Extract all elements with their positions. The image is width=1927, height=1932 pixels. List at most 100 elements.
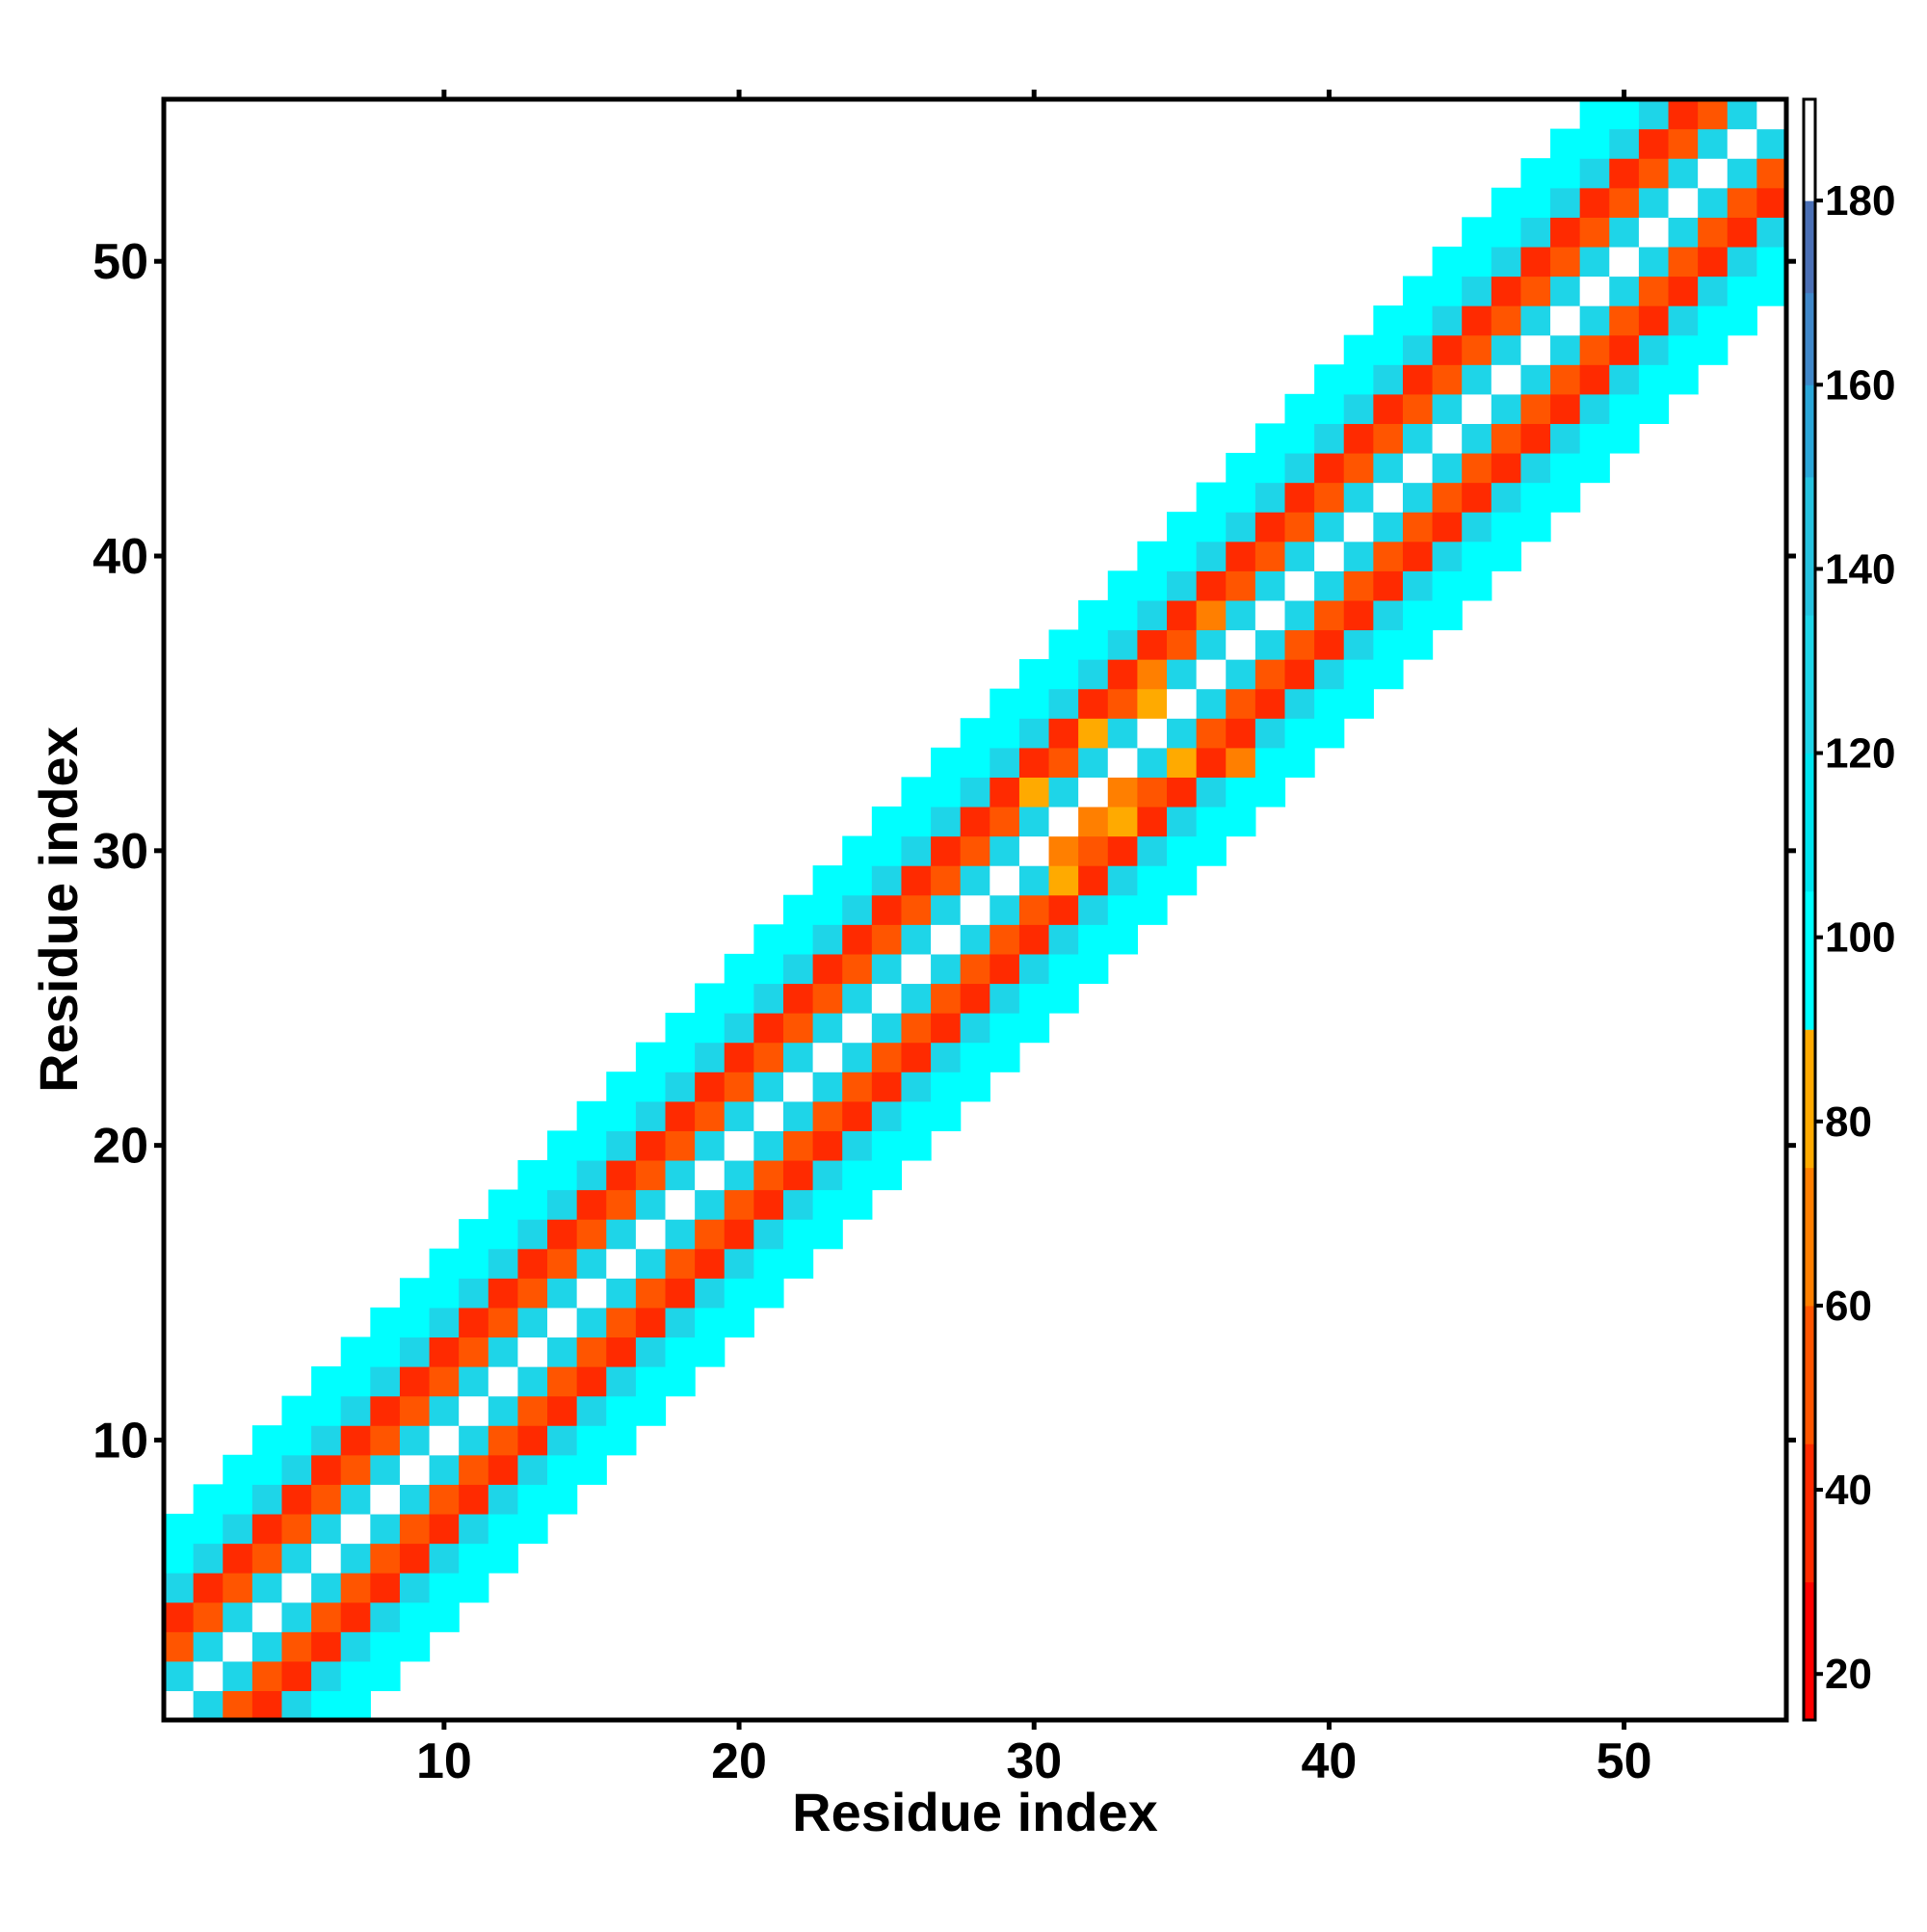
heatmap-cell — [1018, 777, 1050, 807]
heatmap-cell — [547, 1425, 578, 1456]
heatmap-cell — [1254, 747, 1286, 778]
heatmap-cell — [311, 1395, 342, 1426]
heatmap-cell — [931, 1042, 962, 1072]
heatmap-cell — [1196, 629, 1227, 660]
heatmap-cell — [1727, 187, 1757, 218]
heatmap-cell — [1018, 1013, 1050, 1044]
colorbar-tick-label: 20 — [1825, 1651, 1872, 1698]
heatmap-cell — [695, 1100, 726, 1131]
heatmap-cell — [990, 806, 1020, 837]
heatmap-cell — [1078, 924, 1109, 955]
heatmap-cell — [281, 1454, 312, 1485]
heatmap-cell — [1432, 393, 1463, 424]
heatmap-cell — [1491, 423, 1522, 454]
heatmap-cell — [724, 1013, 754, 1044]
heatmap-cell — [311, 1631, 342, 1662]
heatmap-cell — [1520, 276, 1551, 306]
heatmap-cell — [1048, 718, 1079, 749]
heatmap-cell — [606, 1248, 637, 1279]
heatmap-cell — [1167, 570, 1198, 601]
colorbar-segment — [1804, 890, 1815, 1030]
heatmap-cell — [1520, 187, 1551, 218]
heatmap-cell — [340, 1631, 371, 1662]
heatmap-cell — [1462, 364, 1492, 395]
heatmap-cell — [1254, 570, 1286, 601]
heatmap-cell — [1343, 688, 1374, 719]
colorbar-tick-label: 60 — [1825, 1283, 1872, 1330]
heatmap-cell — [1550, 276, 1581, 306]
heatmap-cell — [1226, 806, 1256, 837]
heatmap-cell — [429, 1425, 460, 1456]
heatmap-cell — [1196, 541, 1227, 571]
heatmap-cell — [164, 1690, 195, 1721]
heatmap-cell — [1284, 570, 1315, 601]
heatmap-cell — [1520, 482, 1551, 513]
heatmap-cell — [370, 1543, 401, 1574]
heatmap-cell — [517, 1484, 548, 1515]
heatmap-cell — [1462, 541, 1492, 571]
heatmap-cell — [459, 1248, 489, 1279]
y-tick-label: 10 — [92, 1413, 148, 1469]
heatmap-cell — [251, 1690, 283, 1721]
y-tick-label: 50 — [92, 234, 148, 290]
heatmap-cell — [1226, 452, 1256, 484]
heatmap-cell — [695, 1072, 726, 1102]
heatmap-cell — [1432, 423, 1463, 454]
heatmap-cell — [576, 1219, 607, 1250]
heatmap-cell — [429, 1573, 460, 1603]
heatmap-cell — [871, 806, 903, 837]
heatmap-cell — [1078, 747, 1109, 778]
heatmap-cell — [1343, 512, 1374, 543]
heatmap-cell — [1609, 99, 1640, 130]
heatmap-cell — [1254, 482, 1286, 513]
heatmap-cell — [488, 1425, 519, 1456]
heatmap-cell — [1698, 246, 1729, 278]
heatmap-cell — [724, 953, 754, 985]
heatmap-cell — [695, 1337, 726, 1367]
heatmap-cell — [1462, 570, 1492, 601]
heatmap-cell — [1579, 276, 1610, 306]
heatmap-cell — [1226, 541, 1256, 571]
heatmap-cell — [1402, 599, 1434, 631]
heatmap-cell — [429, 1307, 460, 1338]
heatmap-cell — [340, 1573, 371, 1603]
heatmap-cell — [488, 1484, 519, 1515]
heatmap-cell — [547, 1307, 578, 1338]
heatmap-cell — [695, 1278, 726, 1309]
heatmap-cell — [1550, 305, 1581, 336]
heatmap-cell — [1137, 541, 1168, 571]
heatmap-cell — [459, 1425, 489, 1456]
heatmap-cell — [1107, 835, 1138, 866]
colorbar-segment — [1804, 753, 1815, 892]
heatmap-cell — [1579, 187, 1610, 218]
heatmap-cell — [606, 1100, 637, 1131]
heatmap-cell — [1254, 629, 1286, 660]
heatmap-cell — [665, 1219, 696, 1250]
heatmap-cell — [990, 983, 1020, 1014]
heatmap-cell — [1402, 393, 1434, 424]
heatmap-cell — [459, 1337, 489, 1367]
heatmap-cell — [606, 1219, 637, 1250]
heatmap-cell — [1018, 953, 1050, 985]
heatmap-cell — [695, 983, 726, 1014]
heatmap-cell — [340, 1366, 371, 1397]
heatmap-cell — [1462, 512, 1492, 543]
heatmap-cell — [1343, 334, 1374, 365]
heatmap-cell — [1314, 482, 1345, 513]
heatmap-cell — [576, 1159, 607, 1191]
heatmap-cell — [488, 1543, 519, 1574]
heatmap-cell — [871, 835, 903, 866]
heatmap-cell — [931, 1072, 962, 1102]
colorbar-tick-label: 40 — [1825, 1467, 1872, 1514]
heatmap-cell — [223, 1543, 253, 1574]
heatmap-cell — [960, 1072, 990, 1102]
heatmap-cell — [1314, 512, 1345, 543]
heatmap-cell — [842, 1013, 873, 1044]
heatmap-cell — [753, 1072, 784, 1102]
heatmap-cell — [812, 894, 843, 925]
heatmap-cell — [665, 1130, 696, 1161]
heatmap-cell — [1284, 393, 1315, 424]
heatmap-cell — [1668, 99, 1699, 130]
heatmap-cell — [1284, 629, 1315, 660]
heatmap-cell — [1254, 718, 1286, 749]
